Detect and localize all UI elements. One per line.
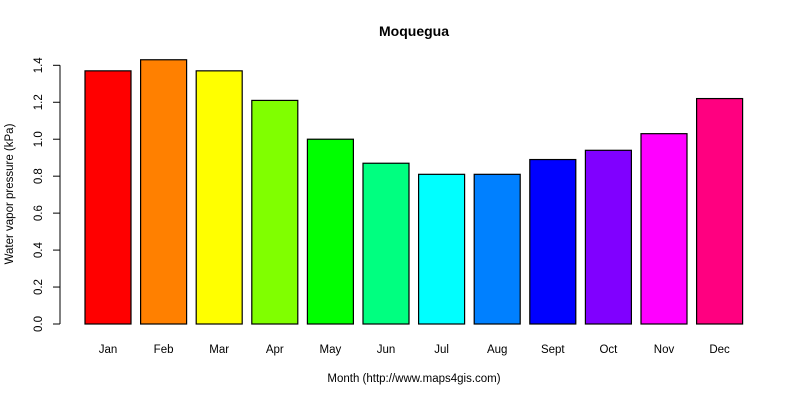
y-axis: 0.0 0.2 0.4 0.6 0.8 1.0 1.2 1.4 <box>33 57 61 332</box>
y-tick-label: 1.0 <box>33 131 45 147</box>
y-tick-label: 0.6 <box>33 205 45 221</box>
x-tick-label: Jun <box>377 344 396 356</box>
x-tick-label: Jan <box>99 344 118 356</box>
bar-jun <box>362 162 410 325</box>
x-tick-label: Oct <box>599 344 618 356</box>
bar-aug <box>473 173 521 325</box>
x-axis-label: Month (http://www.maps4gis.com) <box>327 373 500 385</box>
chart-title: Moquegua <box>379 23 449 39</box>
x-tick-label: Mar <box>209 344 229 356</box>
y-tick-label: 1.2 <box>33 94 45 110</box>
bar-jul <box>418 173 466 325</box>
bar-may <box>306 138 354 325</box>
x-axis-labels: Jan Feb Mar Apr May Jun Jul Aug Sept Oct Nov Dec <box>99 344 730 356</box>
bar-oct <box>584 149 633 325</box>
x-tick-label: Apr <box>266 344 284 356</box>
y-tick-label: 1.4 <box>33 57 45 74</box>
y-tick-label: 0.0 <box>33 316 45 332</box>
x-tick-label: Sept <box>541 344 565 356</box>
x-tick-label: Aug <box>487 344 507 356</box>
x-tick-label: Feb <box>154 344 174 356</box>
x-tick-label: May <box>320 344 342 356</box>
bar-sept <box>529 158 577 325</box>
y-tick-label: 0.8 <box>33 168 45 184</box>
bar-dec <box>695 97 744 325</box>
bar-nov <box>640 133 688 325</box>
x-tick-label: Dec <box>709 344 730 356</box>
x-tick-label: Nov <box>654 344 675 356</box>
bars <box>84 59 744 325</box>
y-axis-label: Water vapor pressure (kPa) <box>4 123 16 264</box>
bar-feb <box>140 59 188 325</box>
bar-apr <box>251 99 299 325</box>
y-tick-label: 0.4 <box>33 241 45 258</box>
x-tick-label: Jul <box>434 344 449 356</box>
bar-mar <box>195 70 243 325</box>
bar-jan <box>84 70 132 325</box>
y-tick-label: 0.2 <box>33 279 45 295</box>
